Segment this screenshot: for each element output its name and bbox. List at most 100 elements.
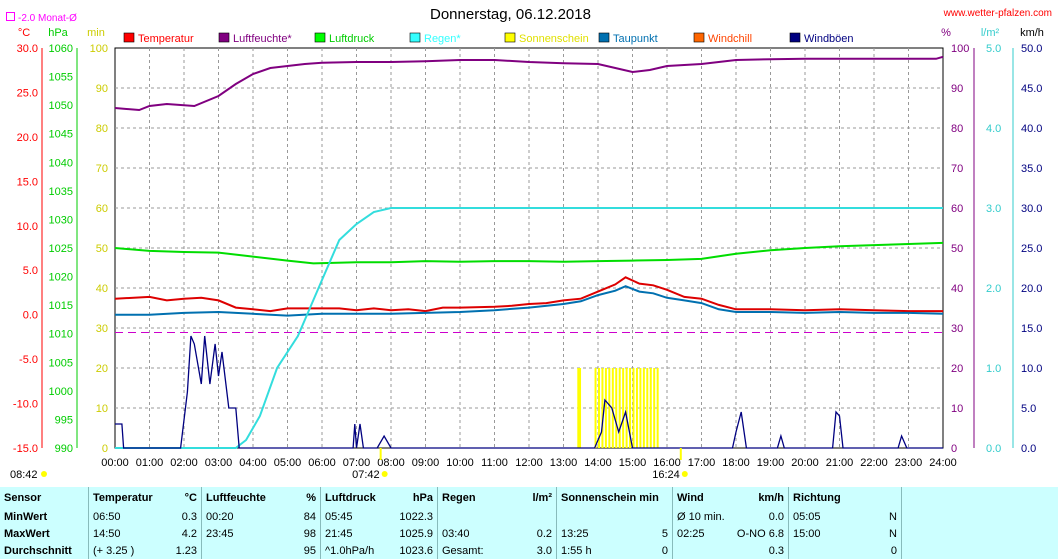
humidity-unit-label: % <box>941 27 951 39</box>
header-rain: Regen l/m² <box>437 487 557 509</box>
pressure-tick-label: 1045 <box>49 129 73 141</box>
stats-row: MaxWert 14:50 4.2 23:45 98 21:45 1025.9 03:40 0.… <box>0 525 1058 543</box>
humidity-tick-label: 70 <box>951 163 963 175</box>
chart-title: Donnerstag, 06.12.2018 <box>430 6 591 23</box>
website-link[interactable]: www.wetter-pfalzen.com <box>943 8 1052 19</box>
series-line-luftdruck <box>114 241 944 265</box>
stats-cell-value: 1.23 <box>175 544 197 557</box>
sunshine-bar <box>618 368 621 448</box>
minutes-tick-label: 20 <box>96 363 108 375</box>
x-tick-label: 19:00 <box>757 457 785 469</box>
minutes-tick-label: 50 <box>96 243 108 255</box>
rain-tick-label: 4.0 <box>986 123 1001 135</box>
x-tick-label: 24:00 <box>929 457 957 469</box>
stats-cell-time: 23:45 <box>206 527 234 540</box>
x-tick-label: 21:00 <box>826 457 854 469</box>
x-tick-label: 02:00 <box>170 457 198 469</box>
sunshine-bar <box>625 368 628 448</box>
sunshine-bar <box>656 368 659 448</box>
series-line-taupunkt <box>115 285 944 317</box>
stats-cell <box>556 508 673 526</box>
legend-swatch <box>504 32 516 43</box>
pressure-tick-label: 1000 <box>49 386 73 398</box>
stats-cell-time: 05:45 <box>325 510 353 523</box>
pressure-unit-label: hPa <box>48 27 68 39</box>
stats-cell-value: 4.2 <box>181 527 197 540</box>
stats-cell: 15:00 N <box>788 525 902 543</box>
stats-cell-time: 15:00 <box>793 527 821 540</box>
x-tick-label: 01:00 <box>136 457 164 469</box>
sunshine-bar <box>629 368 632 448</box>
sunshine-bar <box>642 368 645 448</box>
x-tick-label: 08:00 <box>377 457 405 469</box>
pressure-tick-label: 1030 <box>49 214 73 226</box>
stats-cell-empty <box>901 525 1058 543</box>
temp-tick-label: -5.0 <box>19 354 38 366</box>
header-temp: Temperatur °C <box>88 487 202 509</box>
legend-label: Luftdruck <box>329 33 375 45</box>
sunshine-bar <box>635 368 638 448</box>
stats-cell-value: N <box>889 527 897 540</box>
humidity-tick-label: 0 <box>951 443 957 455</box>
temp-tick-label: 10.0 <box>17 221 38 233</box>
x-tick-label: 11:00 <box>481 457 508 469</box>
pressure-tick-label: 990 <box>55 443 73 455</box>
stats-cell-time: 13:25 <box>561 527 589 540</box>
stats-cell-value: 95 <box>303 544 316 557</box>
pressure-tick-label: 1050 <box>49 100 73 112</box>
minutes-tick-label: 30 <box>96 323 108 335</box>
wind-tick-label: 5.0 <box>1021 403 1036 415</box>
rain-unit-label: l/m² <box>981 27 1000 39</box>
statistics-table: Sensor Temperatur °C Luftfeuchte% Luftdru… <box>0 487 1058 559</box>
humidity-tick-label: 50 <box>951 243 963 255</box>
stats-cell-value: 0.0 <box>768 510 784 523</box>
wind-tick-label: 15.0 <box>1021 323 1042 335</box>
wind-unit-label: km/h <box>1020 27 1044 39</box>
monthly-average-label: -2.0 Monat-Ø <box>6 12 77 24</box>
sunshine-bar <box>622 368 625 448</box>
sunshine-bar <box>649 368 652 448</box>
sunshine-bar <box>611 368 614 448</box>
stats-cell <box>437 508 557 526</box>
x-tick-label: 18:00 <box>722 457 750 469</box>
pressure-tick-label: 1010 <box>49 329 73 341</box>
stats-cell-time: ^1.0hPa/h <box>325 544 375 557</box>
wind-tick-label: 30.0 <box>1021 203 1042 215</box>
legend-label: Sonnenschein <box>519 33 589 45</box>
stats-row-label: Durchschnitt <box>4 544 72 557</box>
stats-cell-value: 84 <box>303 510 316 523</box>
wind-tick-label: 45.0 <box>1021 83 1042 95</box>
rain-tick-label: 5.0 <box>986 43 1001 55</box>
header-sunshine: Sonnenschein min <box>556 487 673 509</box>
stats-cell: Ø 10 min. 0.0 <box>672 508 789 526</box>
sunshine-bar <box>632 368 635 448</box>
stats-cell-value: 0 <box>890 544 897 557</box>
humidity-tick-label: 20 <box>951 363 963 375</box>
temp-tick-label: 5.0 <box>23 265 38 277</box>
stats-cell-time: 21:45 <box>325 527 353 540</box>
weather-chart: 30.0 25.0 20.0 15.0 10.0 5.0 0.0 -5.0 -10.0 -15.0… <box>10 27 1044 481</box>
stats-row-label: MinWert <box>4 510 48 523</box>
sunshine-bar <box>639 368 642 448</box>
legend-swatch <box>123 32 135 43</box>
minutes-tick-label: 10 <box>96 403 108 415</box>
sunshine-bar <box>653 368 656 448</box>
legend-swatch <box>598 32 610 43</box>
temp-tick-label: -10.0 <box>13 399 38 411</box>
minutes-tick-label: 80 <box>96 123 108 135</box>
legend-label: Windchill <box>708 33 752 45</box>
temp-unit-label: °C <box>18 27 30 39</box>
stats-cell-time: 05:05 <box>793 510 821 523</box>
temp-tick-label: 0.0 <box>23 310 38 322</box>
sunshine-bar <box>598 368 600 448</box>
header-empty <box>901 487 1058 509</box>
minutes-tick-label: 90 <box>96 83 108 95</box>
sunshine-bar <box>579 368 582 448</box>
wind-tick-label: 10.0 <box>1021 363 1042 375</box>
series-line-regen <box>115 207 943 449</box>
rain-tick-label: 3.0 <box>986 203 1001 215</box>
rain-tick-label: 0.0 <box>986 443 1001 455</box>
stats-cell-time: 02:25 <box>677 527 705 540</box>
minutes-tick-label: 100 <box>90 43 108 55</box>
stats-cell: 14:50 4.2 <box>88 525 202 543</box>
